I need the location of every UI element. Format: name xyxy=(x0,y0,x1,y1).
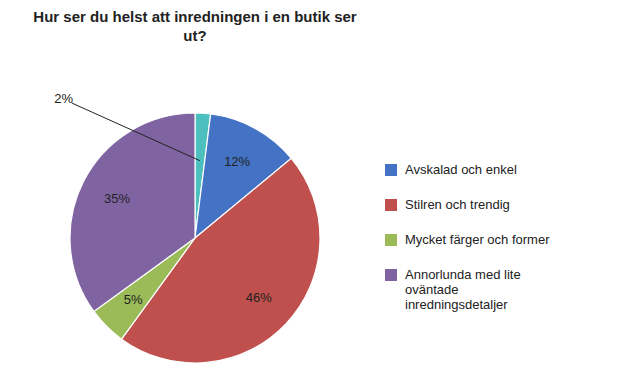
data-label: 46% xyxy=(246,290,272,305)
data-label: 5% xyxy=(124,292,143,307)
legend-swatch xyxy=(385,234,397,246)
legend-label: Stilren och trendig xyxy=(405,197,510,212)
data-labels: 2% 12% 46% 5% 35% xyxy=(54,91,272,308)
slices xyxy=(70,113,320,363)
legend-swatch xyxy=(385,269,397,281)
legend-label: Avskalad och enkel xyxy=(405,162,517,177)
leader-line xyxy=(72,103,200,161)
legend: Avskalad och enkel Stilren och trendig Myc… xyxy=(385,162,550,312)
legend-swatch xyxy=(385,164,397,176)
data-label: 12% xyxy=(224,154,250,169)
data-label: 35% xyxy=(104,191,130,206)
legend-label: Annorlunda med liteoväntadeinredningsdet… xyxy=(405,267,521,312)
chart-container: Hur ser du helst att inredningen i en bu… xyxy=(0,0,623,392)
annotation: 2% xyxy=(54,91,73,106)
legend-label: Mycket färger och former xyxy=(405,232,550,247)
title: Hur ser du helst att inredningen i en bu… xyxy=(33,8,357,44)
legend-swatch xyxy=(385,199,397,211)
pie-slice xyxy=(70,113,195,311)
chart-svg: Hur ser du helst att inredningen i en bu… xyxy=(0,0,623,392)
